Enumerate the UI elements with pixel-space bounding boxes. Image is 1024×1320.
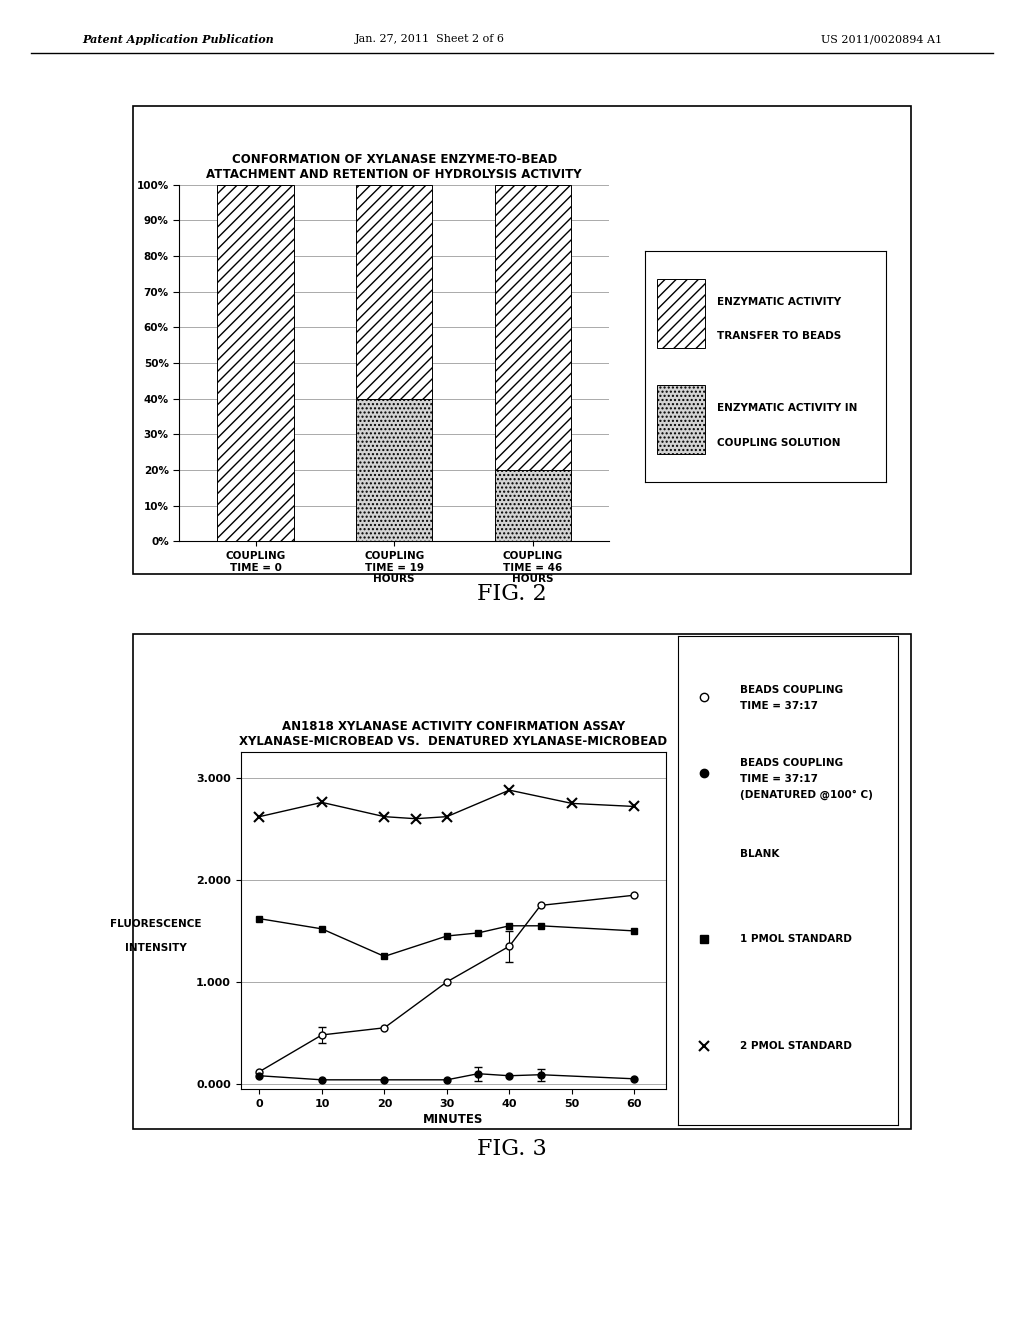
Text: INTENSITY: INTENSITY	[125, 942, 186, 953]
Text: Jan. 27, 2011  Sheet 2 of 6: Jan. 27, 2011 Sheet 2 of 6	[355, 34, 505, 45]
Text: TIME = 37:17: TIME = 37:17	[739, 774, 817, 784]
Text: Patent Application Publication: Patent Application Publication	[82, 34, 273, 45]
Text: US 2011/0020894 A1: US 2011/0020894 A1	[821, 34, 942, 45]
Bar	[356, 185, 432, 399]
Text: FIG. 2: FIG. 2	[477, 583, 547, 606]
Bar	[495, 470, 571, 541]
Title: CONFORMATION OF XYLANASE ENZYME-TO-BEAD
ATTACHMENT AND RETENTION OF HYDROLYSIS A: CONFORMATION OF XYLANASE ENZYME-TO-BEAD …	[207, 153, 582, 181]
Text: TIME = 37:17: TIME = 37:17	[739, 701, 817, 710]
Text: BEADS COUPLING: BEADS COUPLING	[739, 685, 843, 694]
Bar	[495, 185, 571, 470]
Text: ENZYMATIC ACTIVITY IN: ENZYMATIC ACTIVITY IN	[717, 403, 858, 413]
Text: (DENATURED @100° C): (DENATURED @100° C)	[739, 789, 872, 800]
Bar	[657, 279, 706, 347]
Text: COUPLING SOLUTION: COUPLING SOLUTION	[717, 437, 841, 447]
X-axis label: MINUTES: MINUTES	[423, 1113, 483, 1126]
Text: BLANK: BLANK	[739, 849, 779, 858]
Text: FLUORESCENCE: FLUORESCENCE	[110, 919, 202, 929]
Text: FIG. 3: FIG. 3	[477, 1138, 547, 1160]
Bar	[356, 399, 432, 541]
Text: ENZYMATIC ACTIVITY: ENZYMATIC ACTIVITY	[717, 297, 842, 306]
Text: TRANSFER TO BEADS: TRANSFER TO BEADS	[717, 331, 842, 342]
Bar	[217, 185, 294, 541]
Text: 1 PMOL STANDARD: 1 PMOL STANDARD	[739, 935, 851, 944]
Text: 2 PMOL STANDARD: 2 PMOL STANDARD	[739, 1041, 851, 1052]
Text: BEADS COUPLING: BEADS COUPLING	[739, 758, 843, 768]
Bar	[657, 385, 706, 454]
Title: AN1818 XYLANASE ACTIVITY CONFIRMATION ASSAY
XYLANASE-MICROBEAD VS.  DENATURED XY: AN1818 XYLANASE ACTIVITY CONFIRMATION AS…	[239, 721, 668, 748]
